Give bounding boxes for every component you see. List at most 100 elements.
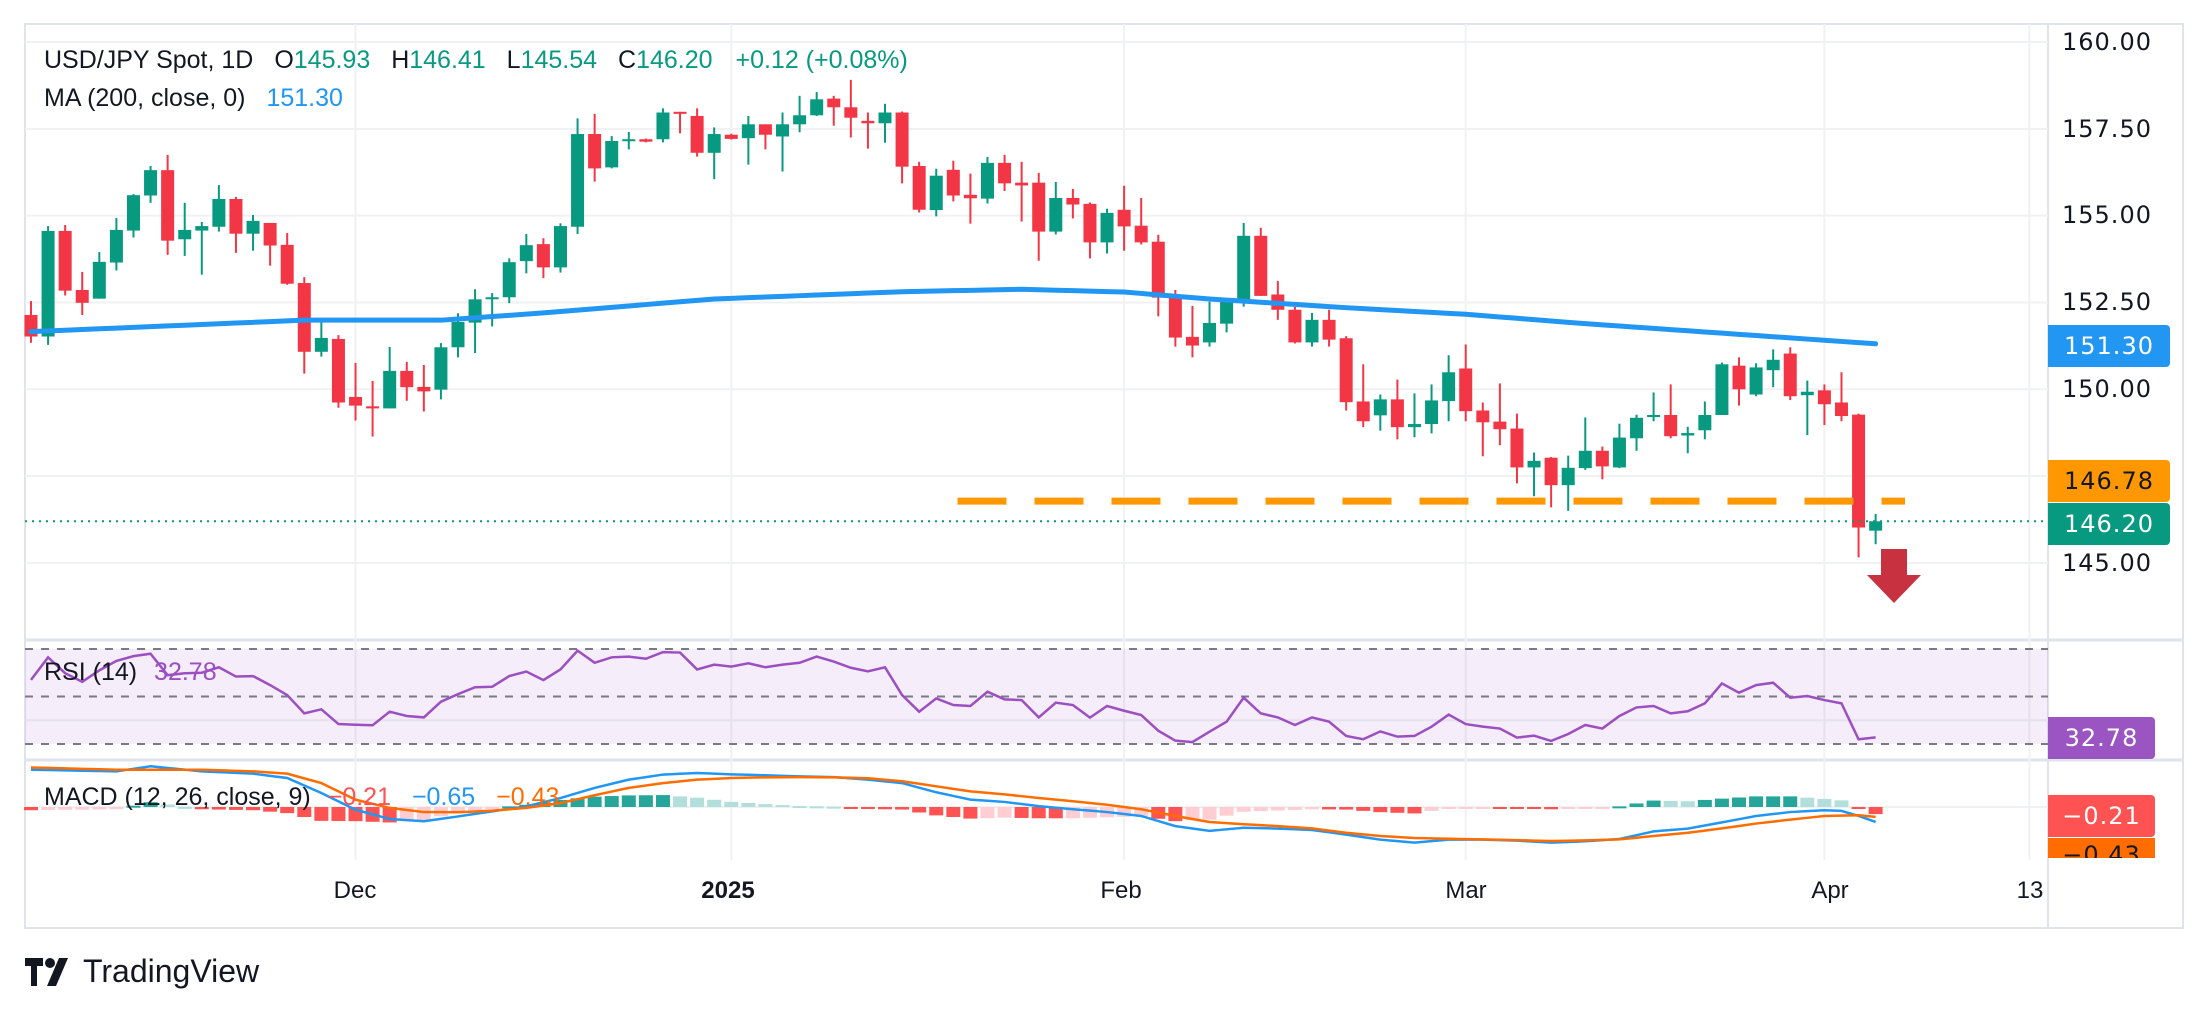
candle-body bbox=[1783, 353, 1797, 397]
macd-histogram-bar bbox=[1185, 807, 1200, 821]
macd-histogram-bar bbox=[1612, 806, 1627, 809]
macd-histogram-bar bbox=[211, 807, 226, 810]
macd-histogram-bar bbox=[895, 807, 910, 810]
close-label: C bbox=[618, 46, 637, 74]
ma-legend[interactable]: MA (200, close, 0) 151.30 bbox=[44, 84, 347, 113]
down-arrow-icon bbox=[1867, 549, 1921, 603]
open-value: 145.93 bbox=[293, 46, 371, 74]
candle-body bbox=[1117, 209, 1131, 227]
macd-histogram-bar bbox=[1253, 807, 1268, 812]
macd-histogram-bar bbox=[860, 807, 875, 809]
candle-body bbox=[1852, 414, 1866, 528]
macd-histogram-bar bbox=[1236, 807, 1251, 812]
macd-histogram-bar bbox=[1680, 801, 1695, 807]
rsi-value-badge: 32.78 bbox=[2048, 717, 2155, 759]
candle-body bbox=[1049, 197, 1063, 232]
candle-body bbox=[861, 120, 875, 124]
macd-histogram-bar bbox=[246, 807, 261, 811]
macd-histogram-bar bbox=[1031, 807, 1046, 819]
x-tick: 2025 bbox=[701, 877, 755, 904]
candle-body bbox=[1356, 401, 1370, 422]
candle-body bbox=[366, 406, 380, 409]
resistance-price-badge: 146.78 bbox=[2048, 460, 2170, 502]
candle-body bbox=[1800, 391, 1814, 396]
high-label: H bbox=[391, 46, 410, 74]
candle-body bbox=[1339, 338, 1353, 403]
candle-body bbox=[331, 338, 345, 403]
macd-histogram-bar bbox=[707, 799, 722, 807]
candle-body bbox=[1698, 415, 1712, 431]
rsi-legend[interactable]: RSI (14) 32.78 bbox=[44, 658, 217, 687]
last-price-badge: 146.20 bbox=[2048, 503, 2170, 545]
macd-histogram-bar bbox=[126, 805, 141, 808]
macd-histogram-bar bbox=[1851, 807, 1866, 809]
candle-body bbox=[280, 244, 294, 284]
macd-histogram-bar bbox=[1475, 807, 1490, 809]
candle-body bbox=[1527, 460, 1541, 468]
macd-histogram-bar bbox=[314, 807, 329, 821]
candle-body bbox=[263, 222, 277, 246]
candle-body bbox=[656, 112, 670, 140]
macd-line bbox=[30, 765, 1877, 844]
macd-histogram-bar bbox=[843, 807, 858, 809]
price-tick: 157.50 bbox=[2062, 115, 2152, 143]
candle-body bbox=[502, 262, 516, 298]
candle-body bbox=[1288, 309, 1302, 343]
candle-body bbox=[1869, 521, 1883, 531]
macd-histogram-bar bbox=[24, 807, 38, 811]
macd-histogram-bar bbox=[1834, 800, 1849, 807]
candle-body bbox=[998, 162, 1012, 184]
tradingview-logo[interactable]: TradingView bbox=[25, 953, 259, 990]
ma-legend-label: MA (200, close, 0) bbox=[44, 84, 246, 112]
tradingview-logo-text: TradingView bbox=[83, 953, 260, 989]
macd-histogram-bar bbox=[58, 807, 73, 810]
macd-histogram-bar bbox=[604, 796, 619, 807]
candle-body bbox=[1544, 457, 1558, 486]
candle-body bbox=[912, 165, 926, 210]
macd-histogram-bar bbox=[1390, 807, 1405, 813]
candle-body bbox=[588, 134, 602, 169]
macd-line-value: −0.65 bbox=[411, 783, 476, 811]
macd-legend[interactable]: MACD (12, 26, close, 9) −0.21 −0.65 −0.4… bbox=[44, 783, 559, 812]
ma200-line bbox=[28, 286, 1879, 347]
x-tick: Mar bbox=[1445, 877, 1487, 904]
candle-body bbox=[963, 194, 977, 199]
macd-histogram-bar bbox=[1766, 796, 1781, 807]
candle-body bbox=[639, 139, 653, 142]
candle-body bbox=[92, 261, 106, 299]
macd-histogram-bar bbox=[1646, 800, 1661, 807]
macd-histogram-bar bbox=[1339, 807, 1354, 810]
macd-histogram-bar bbox=[655, 795, 670, 807]
macd-histogram-bar bbox=[1219, 807, 1234, 816]
macd-histogram-bar bbox=[980, 807, 995, 819]
macd-signal-value: −0.43 bbox=[496, 783, 560, 811]
macd-histogram-bar bbox=[1509, 807, 1524, 809]
candle-body bbox=[1407, 424, 1421, 428]
macd-histogram-bar bbox=[1578, 807, 1593, 809]
candle-body bbox=[690, 115, 704, 153]
macd-histogram-bar bbox=[502, 806, 517, 809]
candle-body bbox=[246, 220, 260, 234]
macd-histogram-bar bbox=[1407, 807, 1422, 814]
macd-histogram-bar bbox=[946, 807, 961, 817]
macd-histogram-bar bbox=[587, 796, 602, 807]
candle-body bbox=[161, 170, 175, 241]
candle-body bbox=[434, 347, 448, 390]
candle-body bbox=[1322, 319, 1336, 340]
candle-body bbox=[724, 134, 738, 139]
rsi-legend-label: RSI (14) bbox=[44, 658, 138, 686]
candle-body bbox=[1134, 225, 1148, 243]
candle-body bbox=[1715, 364, 1729, 416]
macd-legend-label: MACD (12, 26, close, 9) bbox=[44, 783, 311, 811]
macd-histogram-bar bbox=[1322, 807, 1337, 810]
candle-body bbox=[1578, 450, 1592, 469]
macd-histogram-bar bbox=[1048, 807, 1063, 819]
macd-histogram-bar bbox=[741, 802, 756, 807]
candle-body bbox=[451, 321, 465, 348]
macd-histogram-bar bbox=[792, 806, 807, 809]
candle-body bbox=[878, 112, 892, 124]
macd-histogram-bar bbox=[1697, 799, 1712, 807]
candle-body bbox=[1237, 235, 1251, 302]
macd-histogram-bar bbox=[1287, 807, 1302, 810]
